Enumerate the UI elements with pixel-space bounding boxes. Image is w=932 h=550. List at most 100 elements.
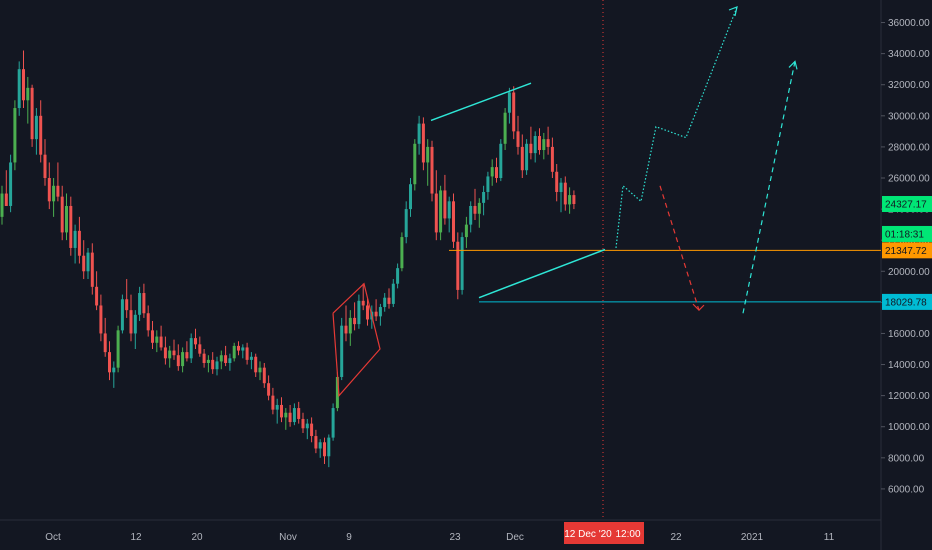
candle-body bbox=[86, 252, 90, 272]
candle-body bbox=[507, 92, 511, 113]
candle-body bbox=[572, 195, 576, 205]
crosshair-date-box bbox=[564, 522, 644, 544]
candle-body bbox=[482, 191, 486, 203]
candle-body bbox=[525, 143, 529, 171]
candle-body bbox=[348, 317, 352, 334]
candle-body bbox=[249, 356, 253, 360]
candle-body bbox=[0, 193, 4, 217]
candle-body bbox=[301, 418, 305, 429]
price-tick-label: 10000.00 bbox=[888, 422, 930, 433]
candle-body bbox=[52, 185, 56, 202]
candle-body bbox=[198, 344, 202, 354]
time-tick-label: 23 bbox=[449, 532, 461, 543]
candle-body bbox=[4, 193, 8, 206]
candle-body bbox=[194, 338, 197, 345]
candle-body bbox=[133, 314, 137, 334]
candle-body bbox=[310, 423, 314, 437]
candle-body bbox=[490, 167, 494, 177]
projection-up-dotted-arrowhead bbox=[728, 6, 738, 17]
candle-body bbox=[254, 356, 258, 373]
projection-up-dotted bbox=[615, 6, 738, 249]
candle-body bbox=[353, 317, 357, 325]
candle-body bbox=[387, 297, 391, 304]
candle-body bbox=[331, 408, 335, 438]
candle-body bbox=[538, 136, 541, 151]
price-tick-label: 20000.00 bbox=[888, 267, 930, 278]
candle-body bbox=[404, 209, 408, 238]
candle-body bbox=[17, 69, 21, 109]
candle-body bbox=[206, 359, 210, 363]
candle-body bbox=[163, 347, 167, 359]
candle-body bbox=[409, 184, 412, 210]
candle-body bbox=[456, 241, 460, 290]
candle-body bbox=[219, 355, 223, 362]
candle-body bbox=[550, 146, 554, 172]
time-tick-label: Nov bbox=[279, 532, 297, 543]
price-tag-box bbox=[882, 196, 932, 213]
grid-layer bbox=[0, 0, 882, 550]
price-tag-box bbox=[882, 293, 932, 310]
candle-body bbox=[185, 352, 189, 359]
red-flag-pattern bbox=[332, 282, 381, 398]
candle-body bbox=[103, 333, 107, 353]
projection-up-dashed bbox=[742, 61, 796, 314]
candle-body bbox=[125, 299, 129, 311]
candle-body bbox=[430, 146, 434, 194]
candle-body bbox=[9, 162, 13, 206]
candle-body bbox=[318, 442, 322, 449]
crosshair-time-label: 12:00 bbox=[615, 529, 640, 540]
time-tick-label: Oct bbox=[45, 532, 61, 543]
candle-body bbox=[361, 300, 365, 306]
candle-body bbox=[168, 350, 172, 359]
price-tag-label: 18029.78 bbox=[885, 297, 927, 308]
candle-body bbox=[112, 367, 116, 373]
candle-body bbox=[396, 268, 400, 284]
candle-body bbox=[327, 437, 331, 457]
candle-body bbox=[267, 383, 271, 396]
candle-body bbox=[90, 252, 94, 287]
candle-body bbox=[39, 115, 43, 155]
candle-body bbox=[151, 330, 154, 343]
time-tick-label: 12 bbox=[130, 532, 142, 543]
time-tick-label: Dec bbox=[506, 532, 524, 543]
candle-body bbox=[258, 367, 262, 373]
candle-body bbox=[288, 412, 292, 423]
projection-down-arrowhead bbox=[692, 303, 705, 311]
candle-body bbox=[116, 330, 120, 368]
candle-body bbox=[378, 307, 382, 317]
candle-body bbox=[60, 196, 64, 233]
candle-body bbox=[297, 408, 301, 419]
price-tag-label: 01:18:31 bbox=[885, 229, 924, 240]
time-tick-label: 20 bbox=[191, 532, 203, 543]
candle-body bbox=[159, 336, 163, 348]
candle-body bbox=[271, 395, 275, 410]
candle-body bbox=[400, 237, 404, 269]
candle-body bbox=[477, 202, 481, 214]
candle-body bbox=[413, 143, 417, 185]
candle-body bbox=[533, 136, 537, 154]
candle-body bbox=[447, 201, 451, 219]
candle-body bbox=[155, 336, 159, 343]
candle-body bbox=[344, 325, 348, 334]
candle-body bbox=[30, 87, 34, 140]
candle-body bbox=[120, 299, 124, 331]
candle-body bbox=[146, 313, 150, 331]
price-tag-label: 24327.17 bbox=[885, 200, 927, 211]
projection-up-dashed-arrowhead bbox=[788, 60, 798, 70]
candle-body bbox=[47, 178, 51, 202]
candle-body bbox=[22, 69, 25, 101]
projection-down-dashed bbox=[659, 185, 700, 311]
price-tick-label: 8000.00 bbox=[888, 453, 925, 464]
time-axis[interactable]: Oct 12 20 Nov 9 23 Dec 22 2021 11 12 Dec '20 12:00 bbox=[45, 522, 835, 544]
candle-body bbox=[176, 355, 180, 367]
candle-body bbox=[426, 146, 430, 163]
candle-body bbox=[275, 404, 279, 410]
candle-body bbox=[56, 185, 60, 197]
candle-body bbox=[65, 205, 68, 233]
price-tick-label: 32000.00 bbox=[888, 80, 930, 91]
candle-body bbox=[421, 123, 425, 163]
candle-body bbox=[555, 171, 559, 192]
